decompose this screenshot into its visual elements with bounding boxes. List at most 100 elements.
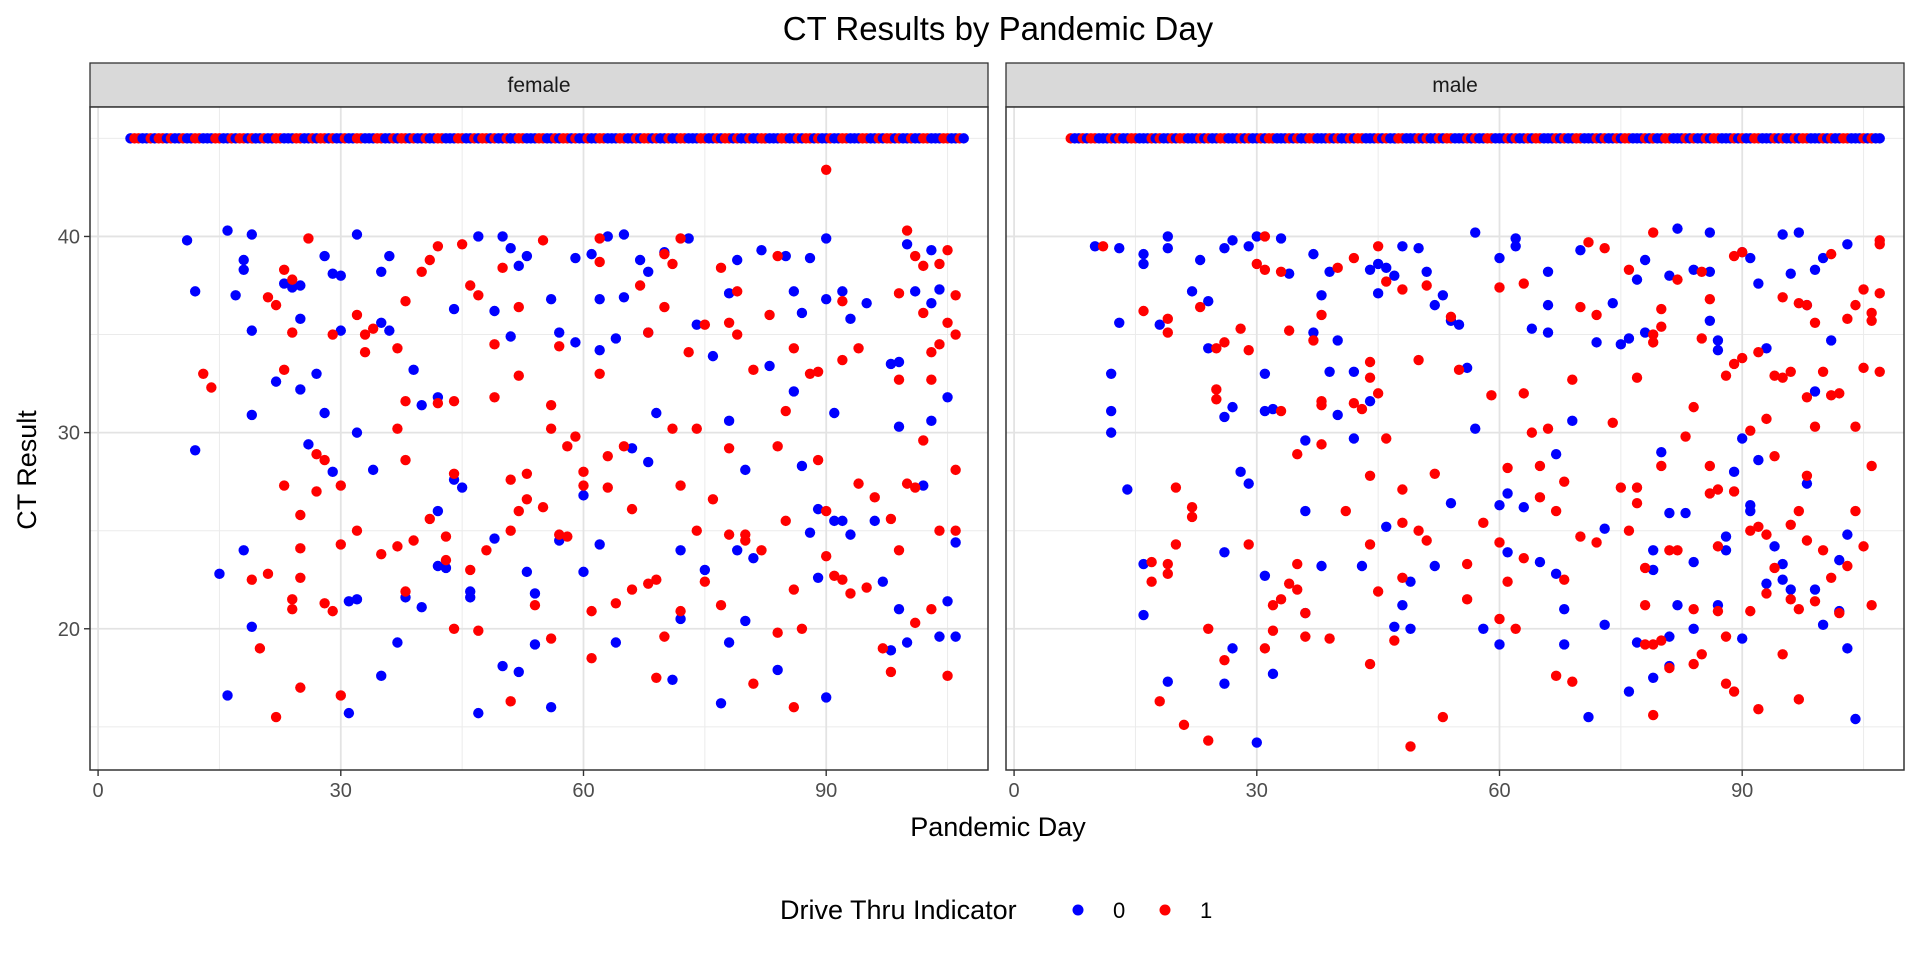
data-point [748, 678, 759, 689]
data-point [1874, 366, 1885, 378]
data-point [1162, 327, 1174, 338]
data-point [1866, 460, 1877, 472]
data-point [1736, 433, 1748, 444]
data-point [804, 252, 816, 264]
data-point [1728, 358, 1740, 370]
data-point [691, 319, 702, 330]
x-tick-label: 60 [572, 780, 594, 802]
data-point [586, 248, 597, 260]
data-point [1324, 266, 1335, 277]
data-point [1858, 541, 1869, 552]
data-point [748, 552, 759, 564]
data-point [1874, 288, 1885, 299]
data-point [1518, 388, 1529, 399]
data-point [893, 288, 905, 299]
data-point [335, 539, 346, 550]
data-point [667, 423, 678, 434]
data-point [1672, 274, 1683, 285]
data-point [1470, 227, 1481, 238]
data-point [715, 600, 727, 611]
data-point [772, 441, 783, 452]
data-point [214, 568, 225, 580]
data-point [1607, 417, 1618, 429]
data-point [796, 307, 808, 319]
legend-entry-0: 0 [1072, 898, 1125, 923]
data-point [1785, 268, 1796, 279]
data-point [521, 468, 533, 480]
data-point [869, 515, 880, 527]
data-point [327, 466, 338, 478]
data-point [1550, 670, 1562, 682]
data-point [505, 243, 516, 254]
data-point [909, 286, 921, 297]
data-point [1567, 676, 1578, 687]
legend-key [1072, 904, 1084, 916]
data-point [1688, 264, 1699, 276]
facet-strip [1005, 62, 1905, 108]
data-point [570, 252, 581, 264]
data-point [618, 441, 630, 452]
data-point [376, 670, 387, 682]
data-point [1656, 447, 1667, 458]
data-point [1648, 564, 1659, 576]
data-point [1534, 460, 1546, 472]
data-point [1364, 356, 1376, 368]
data-point [1842, 529, 1853, 540]
y-tick-label: 30 [58, 423, 80, 445]
data-point [416, 266, 427, 277]
data-point [1194, 254, 1206, 266]
data-point [1259, 231, 1271, 242]
data-point [1720, 631, 1732, 642]
data-point [1283, 578, 1295, 589]
data-point [1105, 368, 1117, 379]
data-point [1300, 607, 1311, 619]
data-point [1372, 586, 1384, 597]
data-point [1461, 362, 1473, 374]
data-point [1801, 478, 1813, 489]
data-point [812, 503, 824, 515]
data-point [1413, 243, 1424, 254]
data-point [1736, 633, 1748, 644]
data-point [1858, 284, 1869, 295]
data-point [1777, 292, 1788, 303]
data-point [1672, 600, 1683, 611]
data-point [1211, 343, 1222, 354]
data-point [1567, 415, 1578, 427]
data-point [295, 543, 306, 554]
data-point [1186, 286, 1198, 297]
data-point [465, 280, 476, 291]
data-point [1162, 313, 1174, 325]
data-point [1550, 448, 1562, 460]
data-point [1559, 639, 1570, 650]
data-point [1753, 521, 1764, 532]
data-point [610, 637, 622, 648]
data-point [1825, 390, 1837, 401]
data-point [1842, 313, 1853, 325]
data-point [1243, 241, 1254, 252]
data-point [1243, 478, 1254, 489]
data-point [1138, 305, 1149, 317]
data-point [732, 545, 743, 556]
data-point [909, 482, 921, 493]
data-point [675, 480, 686, 491]
data-point [198, 368, 209, 379]
data-point [594, 294, 605, 305]
data-point [699, 564, 711, 576]
data-point [926, 346, 937, 358]
data-point [505, 525, 516, 536]
data-point [772, 664, 783, 676]
data-point [1817, 366, 1829, 378]
data-point [1259, 405, 1271, 417]
data-point [1138, 558, 1149, 570]
data-point [513, 370, 524, 381]
data-point [1809, 421, 1821, 432]
data-point [618, 292, 630, 303]
data-point [1825, 248, 1837, 260]
data-point [295, 313, 306, 325]
data-point [497, 660, 508, 672]
data-point [1413, 525, 1424, 536]
data-point [626, 584, 638, 595]
data-point [1745, 252, 1756, 264]
data-point [1672, 223, 1683, 234]
data-point [1397, 241, 1408, 252]
